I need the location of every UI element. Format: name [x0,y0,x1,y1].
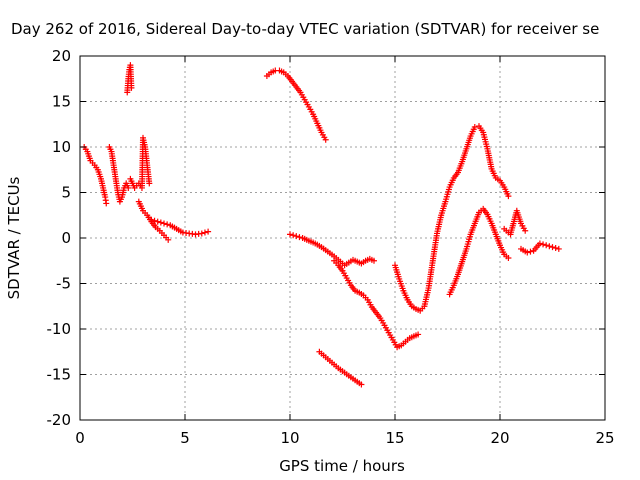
data-point [198,230,205,237]
data-point [415,331,422,338]
data-point [371,257,377,264]
data-point [128,84,135,91]
data-point [358,381,365,388]
data-point [322,136,329,143]
data-point [151,217,158,224]
x-tick-label: 15 [385,429,404,447]
y-tick-label: -15 [47,366,72,384]
data-point [555,245,562,252]
data-point [522,227,529,234]
data-point [293,233,300,240]
data-point [103,200,110,207]
x-tick-label: 10 [280,429,299,447]
y-tick-label: 10 [52,138,71,156]
chart-title: Day 262 of 2016, Sidereal Day-to-day VTE… [11,20,599,38]
x-tick-label: 5 [180,429,190,447]
y-axis-label: SDTVAR / TECUs [5,176,23,299]
data-point [540,241,547,248]
data-point [157,219,164,226]
data-point [505,255,512,262]
data-point [125,184,132,191]
data-point [296,234,303,241]
y-tick-label: -10 [47,320,72,338]
y-tick-label: 20 [52,47,71,65]
y-tick-label: -20 [47,411,72,429]
x-tick-label: 0 [75,429,85,447]
data-point [536,240,543,247]
y-tick-label: 15 [52,93,71,111]
data-point [154,218,161,225]
data-point [505,193,512,200]
x-tick-label: 20 [490,429,509,447]
data-point [164,221,171,228]
data-point [161,220,167,227]
data-points [81,62,562,388]
x-axis-label: GPS time / hours [279,457,405,475]
data-point [549,244,556,251]
data-point [546,243,553,250]
data-point [165,236,172,243]
data-point [552,245,559,252]
data-point [543,242,550,249]
y-tick-label: 5 [61,184,71,202]
data-point [205,228,212,235]
x-tick-label: 25 [595,429,614,447]
data-point [201,229,208,236]
data-point [287,231,293,238]
data-point [148,216,155,223]
y-tick-label: -5 [56,275,71,293]
data-point [146,180,153,187]
data-point [527,248,534,255]
grid [80,56,605,420]
data-point [290,232,297,239]
axis-ticks: 0 5 10 15 20 25 -20 -15 -10 -5 0 5 10 15 20 [47,47,615,447]
y-tick-label: 0 [61,229,71,247]
data-point [524,249,531,256]
data-point [471,123,478,130]
